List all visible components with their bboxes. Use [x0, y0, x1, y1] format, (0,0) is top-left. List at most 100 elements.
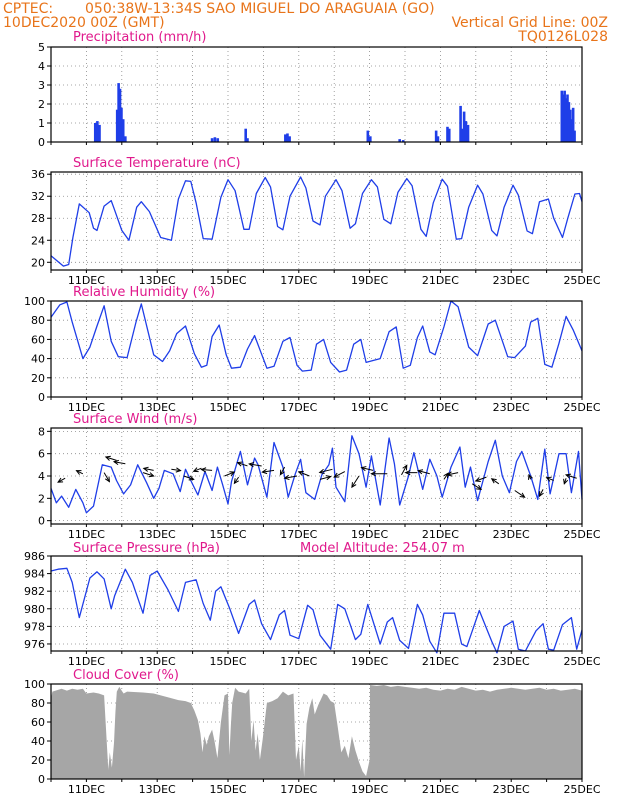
x-tick-label: 25DEC: [563, 274, 600, 287]
x-tick-label: 17DEC: [280, 274, 317, 287]
wind-vector: [490, 478, 500, 485]
header-source: CPTEC:: [3, 1, 53, 17]
wind-vector-head: [148, 472, 155, 478]
wind-vector: [401, 464, 408, 476]
y-tick-label: 36: [31, 168, 45, 181]
wind-vector-shaft: [319, 476, 331, 480]
header-code: TQ0126L028: [517, 29, 608, 45]
wind-vector: [360, 466, 374, 472]
wind-vector-head: [248, 462, 255, 468]
x-tick-label: 11DEC: [68, 528, 105, 541]
wind-vector-shaft: [57, 477, 66, 483]
x-tick-label: 25DEC: [563, 655, 600, 668]
x-tick-label: 13DEC: [139, 783, 176, 796]
wind-vector-head: [325, 475, 332, 481]
wind-vector-head: [360, 466, 367, 472]
wind-vector-head: [104, 476, 110, 483]
x-tick-label: 25DEC: [563, 528, 600, 541]
wind-vector: [183, 475, 195, 481]
precip-bar: [286, 133, 289, 142]
precip-bar: [566, 94, 569, 142]
wind-vector-head: [233, 478, 239, 485]
press-series-line: [50, 567, 583, 654]
wind-vector-head: [283, 474, 290, 481]
cloud-panel: 0 20 40 60 80 100 11DEC 13DEC 15DEC 17DEC 19DEC 21D…: [24, 678, 601, 796]
wind-vector-shaft: [103, 472, 110, 482]
wind-vector-head: [112, 459, 119, 466]
y-tick-label: 40: [31, 735, 45, 748]
wind-vector-shaft: [171, 468, 181, 472]
wind-vector-head: [188, 475, 195, 481]
y-tick-label: 0: [38, 136, 45, 149]
y-tick-label: 982: [24, 585, 45, 598]
x-tick-label: 17DEC: [280, 783, 317, 796]
wind-vector-shaft: [113, 461, 126, 465]
x-tick-label: 21DEC: [422, 655, 459, 668]
wind-vector-head: [563, 478, 569, 485]
wind-vector-head: [490, 478, 497, 484]
wind-vector-head: [528, 473, 533, 480]
wind-vector: [279, 466, 286, 476]
x-tick-label: 19DEC: [351, 274, 388, 287]
wind-vector-shaft: [224, 471, 235, 477]
precip-bar: [462, 111, 466, 142]
wind-vector-shaft: [565, 474, 577, 479]
precip-bar: [366, 130, 370, 142]
precip-bar: [244, 128, 247, 142]
precip-bar: [571, 107, 575, 142]
precip-bar: [398, 139, 401, 142]
precip-bar: [93, 123, 97, 142]
wind-vector-head: [75, 470, 82, 475]
wind-vector-shaft: [443, 472, 449, 480]
press-frame: [50, 555, 583, 652]
header-grid-note: Vertical Grid Line: 00Z: [452, 15, 608, 31]
x-tick-label: 13DEC: [139, 528, 176, 541]
wind-vector-shaft: [475, 476, 487, 482]
wind-vector: [564, 473, 577, 479]
x-tick-label: 15DEC: [209, 274, 246, 287]
x-tick-label: 23DEC: [493, 274, 530, 287]
wind-vector-head: [538, 491, 544, 498]
precip-bar: [210, 138, 214, 142]
wind-vector-shaft: [539, 489, 544, 497]
x-tick-label: 19DEC: [351, 528, 388, 541]
wind-vector-head: [564, 473, 572, 479]
y-tick-label: 6: [38, 448, 45, 461]
y-tick-label: 20: [31, 256, 45, 269]
cloud-cover-area: [51, 685, 582, 779]
x-tick-label: 21DEC: [422, 528, 459, 541]
y-tick-label: 8: [38, 425, 45, 438]
x-tick-label: 17DEC: [280, 655, 317, 668]
wind-vector-head: [474, 477, 481, 483]
x-tick-label: 11DEC: [68, 655, 105, 668]
wind-vector: [75, 470, 84, 475]
wind-vector: [474, 476, 487, 483]
wind-vector-shaft: [361, 467, 374, 471]
precip-bar: [459, 105, 462, 142]
model-altitude: Model Altitude: 254.07 m: [300, 541, 465, 556]
wind-vector-shaft: [142, 472, 154, 477]
wind-vector: [528, 473, 533, 480]
wind-vector-shaft: [514, 490, 525, 498]
wind-vector-head: [175, 467, 182, 473]
wind-vector: [563, 478, 569, 485]
precip-bar: [436, 136, 440, 142]
wind-vector-head: [142, 466, 149, 472]
x-tick-label: 19DEC: [351, 655, 388, 668]
wind-vector: [538, 489, 544, 498]
precip-bar: [434, 130, 438, 142]
x-tick-label: 15DEC: [209, 655, 246, 668]
wind-vector-shaft: [471, 483, 482, 490]
wind-vector-head: [229, 471, 236, 477]
precip-bar: [466, 124, 470, 142]
cloud-title: Cloud Cover (%): [73, 668, 179, 683]
wind-vector-head: [519, 492, 526, 498]
wind-vector: [351, 475, 360, 489]
wind-vector: [142, 466, 154, 472]
precip-bar: [120, 107, 123, 142]
wind-vector: [192, 467, 202, 473]
temp-panel: 20 24 28 32 36 11DEC 13DEC 15DEC 17DEC 19DEC 21DEC…: [31, 168, 601, 287]
precip-bar: [564, 98, 568, 142]
precip-bar: [464, 121, 468, 142]
wind-vector: [283, 474, 298, 481]
